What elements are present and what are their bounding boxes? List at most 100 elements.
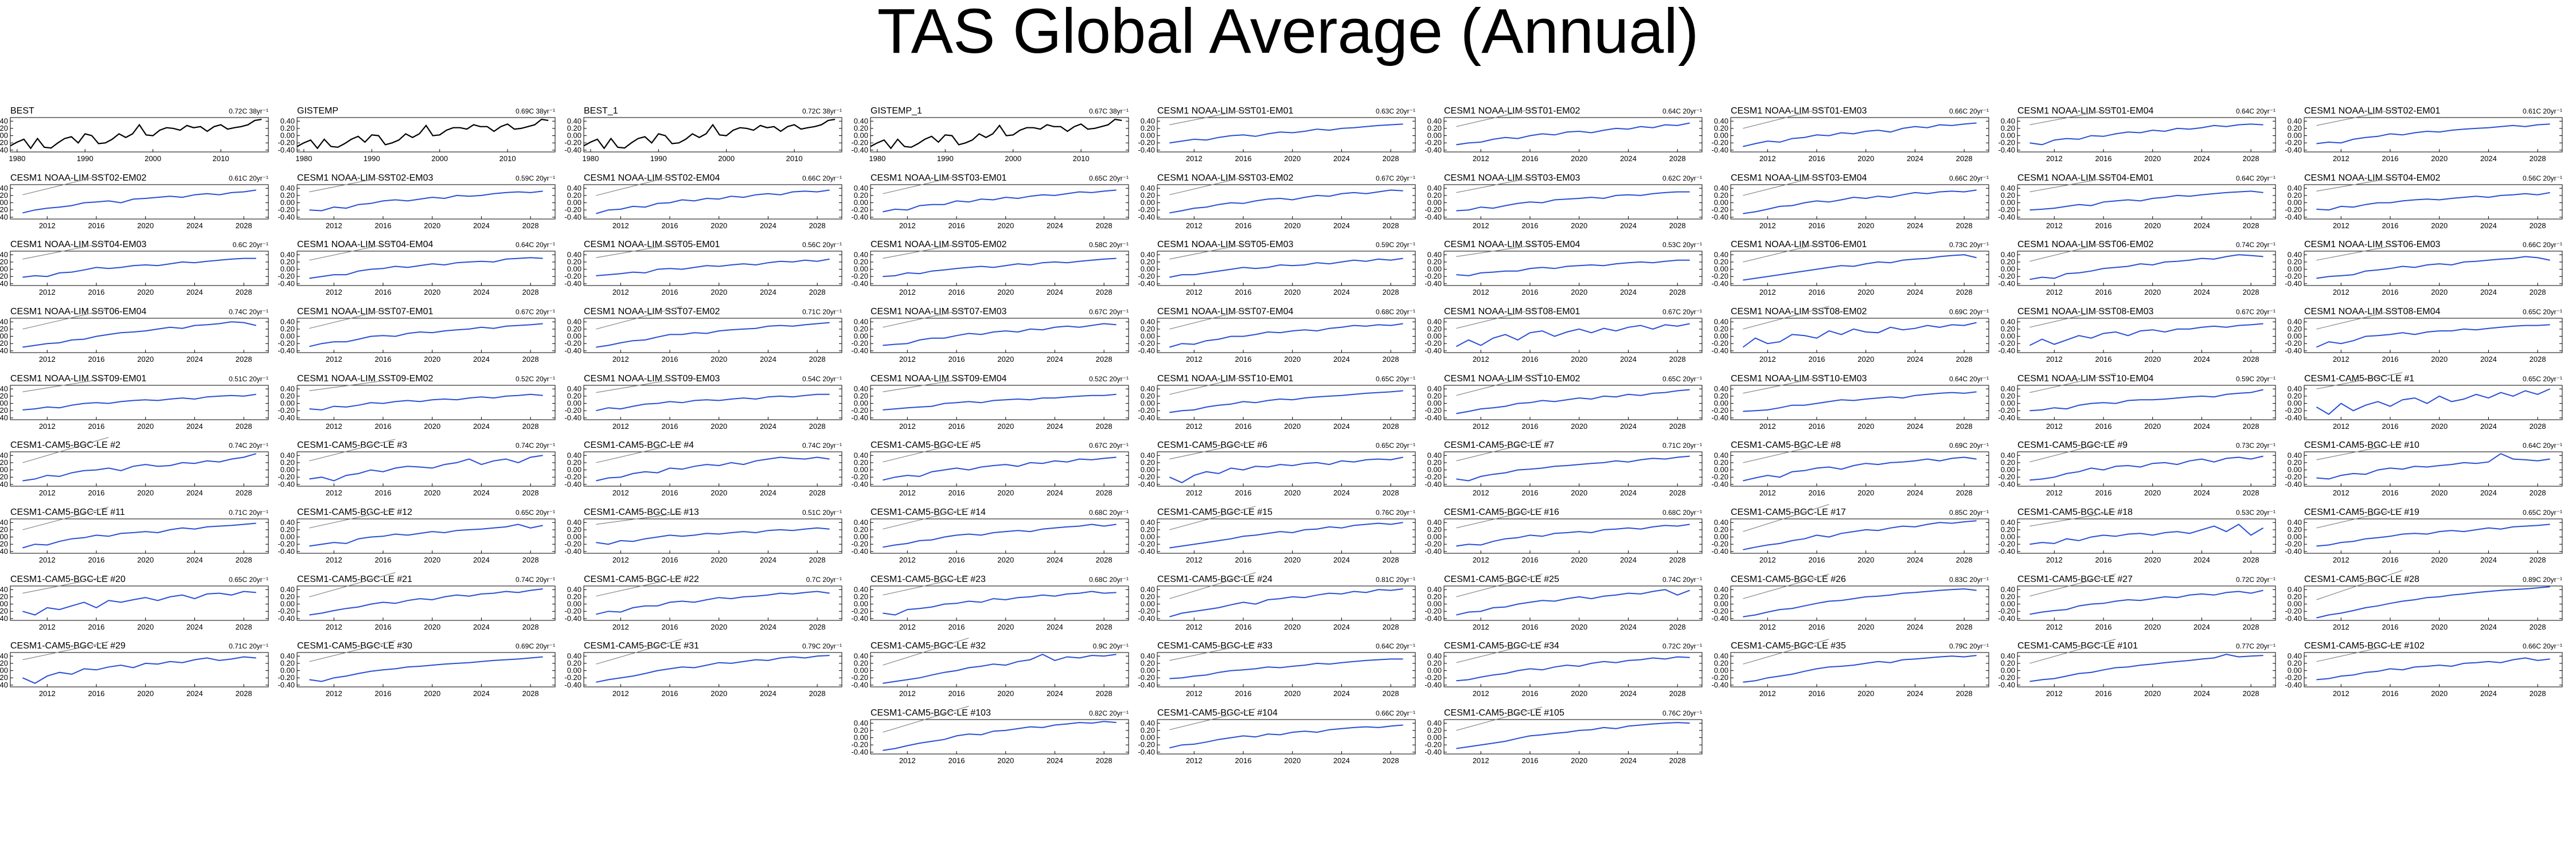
x-tick-label: 2028 — [1096, 422, 1113, 431]
y-tick-label: 0.20 — [567, 257, 581, 266]
x-tick-label: 2016 — [1235, 154, 1252, 163]
panel: CESM1 NOAA-LIM SST02-EM01 0.61C 20yr⁻¹ 0.4… — [2285, 106, 2563, 163]
y-tick-label: 0.40 — [567, 183, 581, 192]
y-tick-label: 0.40 — [1141, 317, 1155, 326]
x-tick-label: 2012 — [39, 489, 56, 497]
x-tick-label: 2028 — [1669, 221, 1686, 230]
y-tick-label: 0.20 — [2288, 124, 2302, 132]
plot-frame — [2017, 251, 2276, 286]
series-line — [1456, 389, 1690, 415]
panel: CESM1-CAM5-BGC-LE #5 0.67C 20yr⁻¹ 0.400.20… — [851, 440, 1129, 497]
x-tick-label: 2020 — [137, 689, 154, 698]
panel-trend: 0.65C 20yr⁻¹ — [516, 509, 555, 517]
series-line — [22, 656, 256, 684]
x-tick-label: 2020 — [1284, 623, 1301, 631]
y-tick-label: -0.40 — [1711, 614, 1728, 623]
plot-frame — [1443, 318, 1703, 353]
x-tick-label: 2028 — [1956, 556, 1973, 564]
x-tick-label: 2016 — [2095, 489, 2112, 497]
x-tick-label: 2024 — [473, 355, 490, 364]
reference-line — [22, 506, 109, 530]
x-tick-label: 2016 — [2095, 623, 2112, 631]
panel-title: CESM1-CAM5-BGC-LE #101 — [2017, 641, 2138, 651]
series-line — [2316, 586, 2550, 619]
y-tick-label: 0.40 — [1427, 651, 1442, 660]
x-tick-label: 2016 — [1522, 756, 1539, 765]
x-tick-label: 2028 — [1383, 154, 1399, 163]
plot-frame — [1157, 719, 1416, 755]
y-tick-label: 0.20 — [854, 392, 868, 400]
x-tick-label: 2012 — [2046, 623, 2063, 631]
series-line — [22, 189, 256, 214]
y-tick-label: 0.20 — [2001, 191, 2015, 200]
panel: CESM1-CAM5-BGC-LE #16 0.68C 20yr⁻¹ 0.400.2… — [1424, 507, 1703, 564]
reference-line — [2029, 439, 2116, 463]
panel: CESM1-CAM5-BGC-LE #25 0.74C 20yr⁻¹ 0.400.2… — [1424, 573, 1703, 631]
plot-frame — [2017, 318, 2276, 353]
y-tick-label: 0.40 — [1141, 250, 1155, 259]
panel-trend: 0.68C 20yr⁻¹ — [1089, 576, 1129, 584]
y-tick-label: 0.00 — [567, 466, 581, 474]
series-line — [1169, 724, 1403, 749]
panel: CESM1 NOAA-LIM SST04-EM03 0.6C 20yr⁻¹ 0.40… — [0, 240, 269, 296]
plot-frame — [10, 184, 269, 220]
panel-title: CESM1-CAM5-BGC-LE #31 — [584, 641, 699, 651]
x-tick-label: 2010 — [499, 154, 516, 163]
reference-line — [596, 442, 682, 463]
y-tick-label: 0.00 — [854, 198, 868, 207]
x-tick-label: 2012 — [2046, 288, 2063, 296]
y-tick-label: -0.20 — [278, 339, 295, 347]
x-tick-label: 2028 — [2243, 489, 2259, 497]
panel-title: CESM1 NOAA-LIM SST01-EM04 — [2017, 106, 2154, 116]
panel-trend: 0.65C 20yr⁻¹ — [1376, 375, 1415, 383]
x-tick-label: 2016 — [2382, 623, 2399, 631]
panel-title: CESM1-CAM5-BGC-LE #34 — [1444, 641, 1559, 651]
panel: CESM1 NOAA-LIM SST08-EM04 0.65C 20yr⁻¹ 0.4… — [2285, 307, 2563, 364]
series-line — [1169, 257, 1403, 278]
reference-line — [596, 242, 682, 258]
x-tick-label: 2012 — [2333, 689, 2349, 698]
panel-trend: 0.51C 20yr⁻¹ — [229, 375, 268, 383]
y-tick-label: -0.40 — [564, 547, 581, 556]
panel: CESM1-CAM5-BGC-LE #28 0.89C 20yr⁻¹ 0.400.2… — [2285, 570, 2563, 631]
x-tick-label: 2028 — [1956, 489, 1973, 497]
series-line — [1456, 722, 1690, 749]
panel-title: CESM1-CAM5-BGC-LE #20 — [10, 575, 126, 584]
x-tick-label: 2024 — [760, 623, 776, 631]
y-tick-label: 0.20 — [280, 592, 295, 601]
plot-frame — [1730, 184, 1989, 220]
y-tick-label: 0.00 — [2288, 466, 2302, 474]
plot-frame — [2017, 518, 2276, 554]
x-tick-label: 2028 — [1096, 556, 1113, 564]
y-tick-label: 0.00 — [0, 666, 8, 675]
y-tick-label: -0.40 — [1138, 681, 1155, 689]
y-tick-label: 0.20 — [2288, 659, 2302, 667]
x-tick-label: 2012 — [899, 756, 916, 765]
plot-frame — [870, 719, 1129, 755]
y-tick-label: 0.40 — [1714, 384, 1728, 393]
y-tick-label: -0.20 — [1998, 540, 2015, 548]
x-tick-label: 2024 — [1907, 489, 1923, 497]
x-tick-label: 2012 — [899, 689, 916, 698]
panel-title: GISTEMP_1 — [871, 106, 922, 116]
panel: CESM1 NOAA-LIM SST03-EM04 0.66C 20yr⁻¹ 0.4… — [1711, 173, 1989, 230]
x-tick-label: 2020 — [2144, 623, 2161, 631]
x-tick-label: 2012 — [2046, 154, 2063, 163]
y-tick-label: 0.00 — [2288, 600, 2302, 608]
y-tick-label: 0.40 — [1714, 317, 1728, 326]
y-tick-label: -0.20 — [278, 406, 295, 415]
reference-line — [883, 308, 969, 328]
panel-title: CESM1 NOAA-LIM SST08-EM02 — [1731, 307, 1867, 316]
y-tick-label: -0.40 — [0, 547, 8, 556]
panel-trend: 0.67C 20yr⁻¹ — [1376, 174, 1415, 182]
x-tick-label: 2020 — [137, 623, 154, 631]
x-tick-label: 2024 — [186, 689, 203, 698]
y-tick-label: -0.40 — [1424, 346, 1442, 355]
y-tick-label: -0.40 — [1424, 748, 1442, 756]
x-tick-label: 2028 — [2243, 154, 2259, 163]
plot-frame — [1730, 652, 1989, 687]
panel: CESM1-CAM5-BGC-LE #27 0.72C 20yr⁻¹ 0.400.2… — [1998, 573, 2276, 631]
y-tick-label: 0.20 — [2288, 257, 2302, 266]
x-tick-label: 2020 — [137, 288, 154, 296]
y-tick-label: -0.20 — [1424, 272, 1442, 280]
